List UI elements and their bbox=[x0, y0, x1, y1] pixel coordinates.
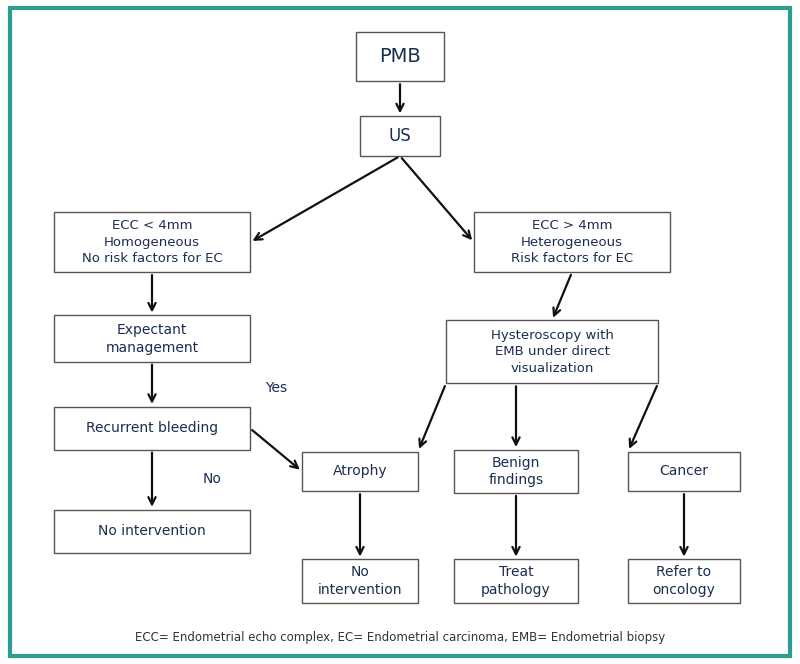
FancyBboxPatch shape bbox=[302, 452, 418, 491]
Text: Recurrent bleeding: Recurrent bleeding bbox=[86, 421, 218, 436]
Text: No: No bbox=[202, 472, 222, 487]
Text: Refer to
oncology: Refer to oncology bbox=[653, 565, 715, 597]
Text: ECC= Endometrial echo complex, EC= Endometrial carcinoma, EMB= Endometrial biops: ECC= Endometrial echo complex, EC= Endom… bbox=[135, 631, 665, 644]
FancyBboxPatch shape bbox=[356, 31, 444, 81]
FancyBboxPatch shape bbox=[628, 559, 740, 603]
Text: Cancer: Cancer bbox=[659, 464, 709, 479]
FancyBboxPatch shape bbox=[446, 321, 658, 384]
FancyBboxPatch shape bbox=[454, 559, 578, 603]
Text: Benign
findings: Benign findings bbox=[489, 456, 543, 487]
FancyBboxPatch shape bbox=[454, 450, 578, 493]
Text: ECC < 4mm
Homogeneous
No risk factors for EC: ECC < 4mm Homogeneous No risk factors fo… bbox=[82, 219, 222, 266]
Text: ECC > 4mm
Heterogeneous
Risk factors for EC: ECC > 4mm Heterogeneous Risk factors for… bbox=[511, 219, 633, 266]
Text: PMB: PMB bbox=[379, 47, 421, 66]
Text: No
intervention: No intervention bbox=[318, 565, 402, 597]
FancyBboxPatch shape bbox=[360, 116, 440, 156]
FancyBboxPatch shape bbox=[302, 559, 418, 603]
FancyBboxPatch shape bbox=[628, 452, 740, 491]
FancyBboxPatch shape bbox=[54, 212, 250, 272]
FancyBboxPatch shape bbox=[54, 406, 250, 450]
FancyBboxPatch shape bbox=[54, 315, 250, 362]
Text: Atrophy: Atrophy bbox=[333, 464, 387, 479]
Text: No intervention: No intervention bbox=[98, 524, 206, 539]
Text: Hysteroscopy with
EMB under direct
visualization: Hysteroscopy with EMB under direct visua… bbox=[490, 329, 614, 375]
FancyBboxPatch shape bbox=[54, 510, 250, 552]
FancyBboxPatch shape bbox=[474, 212, 670, 272]
Text: Treat
pathology: Treat pathology bbox=[481, 565, 551, 597]
Text: Yes: Yes bbox=[265, 381, 287, 396]
Text: Expectant
management: Expectant management bbox=[106, 323, 198, 355]
Text: US: US bbox=[389, 127, 411, 145]
